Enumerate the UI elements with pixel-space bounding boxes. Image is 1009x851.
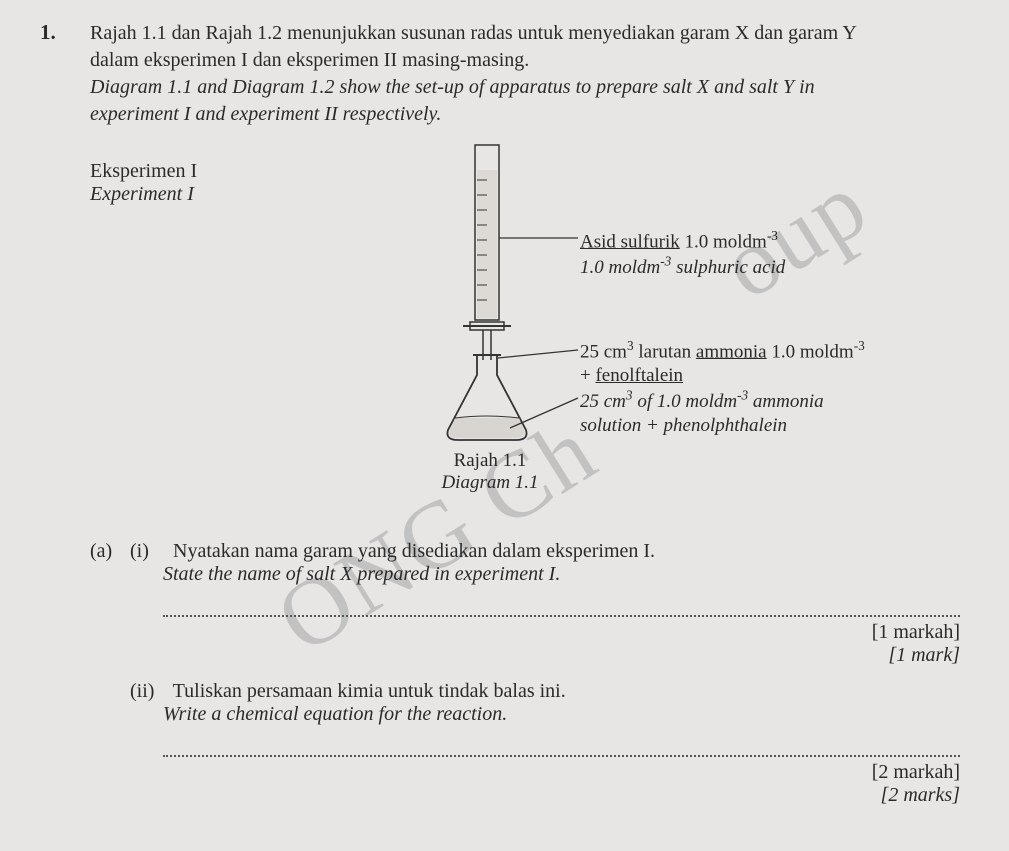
marks-1-en: [1 mark] (888, 644, 960, 666)
ai-en: State the name of salt X prepared in exp… (163, 563, 960, 586)
label-acid-en-post: sulphuric acid (671, 257, 785, 278)
marks-2-en: [2 marks] (881, 784, 960, 806)
flask-plus: + (580, 365, 595, 386)
flask-vol-exp: 3 (627, 338, 634, 353)
marks-2-ms: [2 markah] (872, 761, 960, 783)
question-number: 1. (40, 20, 56, 45)
caption-en: Diagram 1.1 (441, 472, 538, 493)
label-flask: 25 cm3 larutan ammonia 1.0 moldm-3 + fen… (580, 338, 865, 438)
flask-en-post: ammonia (748, 391, 823, 412)
part-a-ii: (ii) Tuliskan persamaan kimia untuk tind… (90, 680, 960, 807)
flask-en-vol-exp: 3 (626, 388, 633, 403)
flask-indicator: fenolftalein (595, 365, 683, 386)
label-a-blank (90, 680, 125, 703)
flask-en-conc-exp: -3 (737, 388, 748, 403)
stem-ms-line2: dalam eksperimen I dan eksperimen II mas… (90, 49, 529, 71)
flask-ammonia: ammonia (696, 341, 767, 362)
flask-conc: 1.0 moldm (767, 341, 854, 362)
caption-ms: Rajah 1.1 (454, 450, 527, 471)
label-acid-ms-name: Asid sulfurik (580, 231, 680, 252)
aii-en: Write a chemical equation for the reacti… (163, 703, 960, 726)
experiment-label-en: Experiment I (90, 183, 194, 205)
marks-1: [1 markah] [1 mark] (90, 621, 960, 667)
stem-en-line2: experiment I and experiment II respectiv… (90, 103, 441, 125)
flask-vol: 25 cm (580, 341, 627, 362)
flask-en-vol: 25 cm (580, 391, 626, 412)
diagram-1-1: Asid sulfurik 1.0 moldm-3 1.0 moldm-3 su… (380, 140, 940, 480)
aii-ms: Tuliskan persamaan kimia untuk tindak ba… (173, 680, 566, 702)
flask-conc-exp: -3 (854, 338, 865, 353)
label-acid-ms-val: 1.0 moldm (680, 231, 767, 252)
label-i: (i) (130, 540, 168, 563)
flask-ms-mid: larutan (634, 341, 696, 362)
question-stem: Rajah 1.1 dan Rajah 1.2 menunjukkan susu… (90, 20, 959, 128)
marks-2: [2 markah] [2 marks] (90, 761, 960, 807)
flask-en-line2: solution + phenolphthalein (580, 415, 787, 436)
label-acid-en-pre: 1.0 moldm (580, 257, 660, 278)
label-acid: Asid sulfurik 1.0 moldm-3 1.0 moldm-3 su… (580, 228, 785, 280)
apparatus-svg (380, 140, 600, 480)
label-acid-en-exp: -3 (660, 254, 671, 269)
flask-en-mid: of 1.0 moldm (633, 391, 738, 412)
part-a-i: (a) (i) Nyatakan nama garam yang disedia… (90, 540, 960, 667)
experiment-label-ms: Eksperimen I (90, 160, 197, 182)
label-acid-ms-exp: -3 (767, 228, 778, 243)
stem-ms-line1: Rajah 1.1 dan Rajah 1.2 menunjukkan susu… (90, 22, 857, 44)
answer-line-2 (163, 754, 960, 757)
diagram-caption: Rajah 1.1 Diagram 1.1 (430, 450, 550, 494)
marks-1-ms: [1 markah] (872, 621, 960, 643)
label-ii: (ii) (130, 680, 168, 703)
answer-line-1 (163, 614, 960, 617)
label-a: (a) (90, 540, 125, 563)
stem-en-line1: Diagram 1.1 and Diagram 1.2 show the set… (90, 76, 815, 98)
experiment-label: Eksperimen I Experiment I (90, 160, 197, 206)
ai-ms: Nyatakan nama garam yang disediakan dala… (173, 540, 655, 562)
